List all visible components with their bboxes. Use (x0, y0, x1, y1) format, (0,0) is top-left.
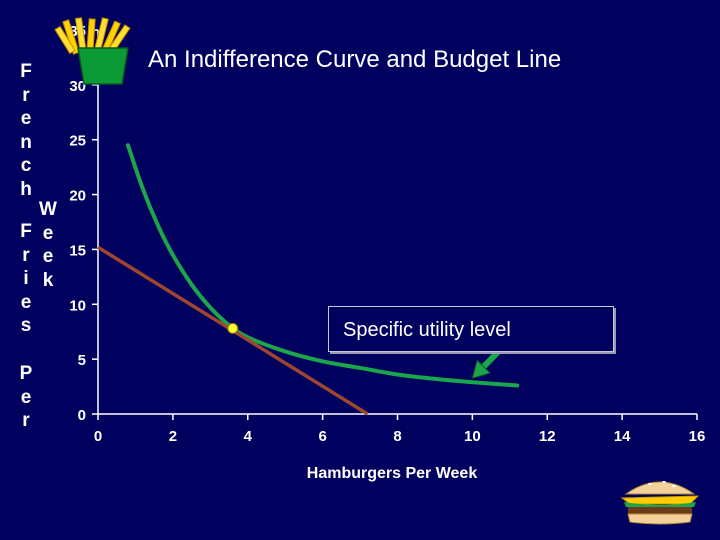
x-ticks: 0 2 4 6 8 10 12 14 16 (94, 414, 706, 445)
y-axis-label-letter: s (20, 315, 32, 336)
indifference-curve (125, 143, 520, 388)
y-axis-label-letter: e (20, 386, 32, 408)
x-tick-label: 12 (539, 428, 556, 445)
y-axis-label-letter: c (20, 155, 32, 176)
tangent-point (227, 322, 239, 334)
y-axis-label-letter: P (19, 363, 33, 384)
x-tick-label: 4 (244, 428, 253, 445)
y-axis-label-letter: r (22, 244, 30, 266)
x-tick-label: 6 (318, 428, 326, 445)
x-tick-label: 2 (169, 428, 177, 445)
x-tick-label: 16 (689, 428, 706, 445)
callout-specific-utility-level: Specific utility level (328, 306, 614, 352)
axes (97, 30, 697, 415)
annotation-arrow (471, 349, 501, 379)
y-axis-label-letter: F (20, 221, 32, 242)
hamburger-icon (620, 481, 700, 525)
y-axis-label-letter: e (20, 291, 32, 313)
x-tick-label: 14 (614, 428, 631, 445)
y-axis-label-letter: e (20, 108, 32, 129)
series-layer (97, 143, 520, 416)
y-tick-label: 25 (69, 133, 86, 150)
x-tick-label: 10 (464, 428, 481, 445)
y-tick-label: 10 (69, 297, 86, 314)
y-tick-label: 20 (69, 188, 86, 205)
y-axis-label-letter: F (20, 61, 32, 82)
y-tick-label: 0 (78, 407, 86, 424)
y-axis-label-letter: r (22, 410, 30, 431)
y-axis-label-letter: h (20, 178, 32, 200)
x-axis-label: Hamburgers Per Week (307, 465, 478, 482)
y-tick-label: 15 (69, 242, 86, 259)
french-fries-icon (54, 17, 131, 85)
y-tick-label: 30 (69, 78, 86, 95)
y-tick-label: 5 (78, 352, 86, 369)
y-axis-label-letter: n (20, 131, 32, 153)
y-axis-label-letter: e (42, 246, 54, 267)
x-tick-label: 8 (393, 428, 401, 445)
y-axis-label-letter: i (23, 268, 29, 289)
arrow-head (471, 359, 491, 379)
arrow-shaft (481, 349, 501, 369)
y-axis-label-letter: k (42, 269, 54, 291)
x-tick-label: 0 (94, 428, 102, 445)
chart-title: An Indifference Curve and Budget Line (148, 46, 562, 73)
y-axis-label-letter: e (42, 222, 54, 244)
y-axis-label-letter: W (39, 199, 57, 220)
y-axis-label-letter: r (22, 84, 30, 106)
